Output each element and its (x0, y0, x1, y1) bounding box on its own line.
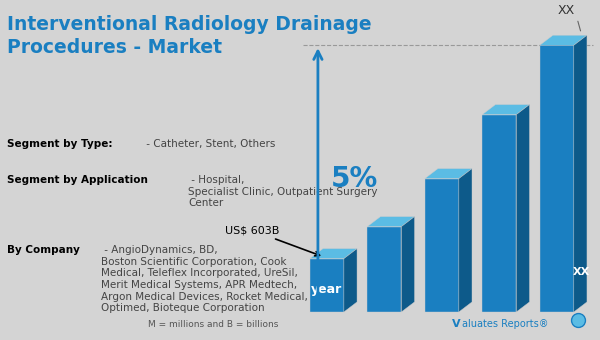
Text: Segment by Application: Segment by Application (7, 175, 148, 185)
Text: By Company: By Company (7, 245, 80, 255)
Polygon shape (517, 105, 529, 312)
Polygon shape (459, 169, 472, 312)
Text: - Catheter, Stent, Others: - Catheter, Stent, Others (143, 139, 275, 149)
Polygon shape (367, 226, 401, 312)
Polygon shape (425, 178, 459, 312)
Text: - Hospital,
Specialist Clinic, Outpatient Surgery
Center: - Hospital, Specialist Clinic, Outpatien… (188, 175, 378, 208)
Text: M = millions and B = billions: M = millions and B = billions (148, 320, 278, 328)
Text: XX: XX (572, 267, 590, 277)
Text: aluates Reports®: aluates Reports® (463, 319, 549, 328)
Text: year: year (311, 283, 343, 296)
Polygon shape (482, 115, 517, 312)
Text: XX: XX (558, 4, 575, 17)
Polygon shape (425, 169, 472, 178)
Text: Interventional Radiology Drainage
Procedures - Market: Interventional Radiology Drainage Proced… (7, 15, 372, 57)
Text: Segment by Type:: Segment by Type: (7, 139, 113, 149)
Polygon shape (401, 217, 415, 312)
Polygon shape (540, 45, 574, 312)
Text: - AngioDynamics, BD,
Boston Scientific Corporation, Cook
Medical, Teleflex Incor: - AngioDynamics, BD, Boston Scientific C… (101, 245, 308, 313)
Polygon shape (344, 249, 357, 312)
Polygon shape (482, 105, 529, 115)
Polygon shape (367, 217, 415, 226)
Text: 5%: 5% (331, 165, 379, 192)
Polygon shape (310, 259, 344, 312)
Text: US$ 603B: US$ 603B (225, 225, 320, 256)
Polygon shape (574, 35, 587, 312)
Polygon shape (310, 249, 357, 259)
Text: V: V (452, 319, 461, 328)
Polygon shape (540, 35, 587, 45)
